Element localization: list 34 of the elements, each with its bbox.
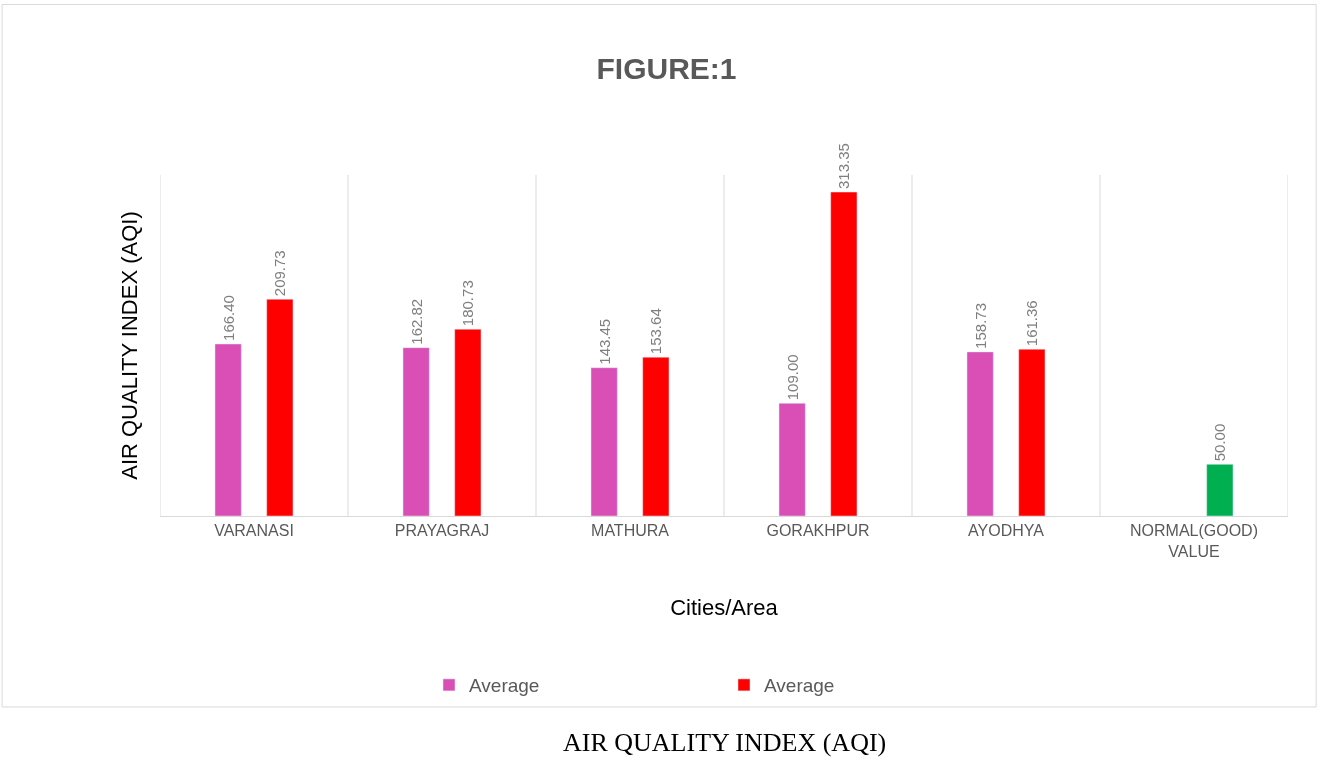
- bar: [454, 328, 482, 516]
- x-tick-label: PRAYAGRAJ: [394, 522, 490, 540]
- data-label: 143.45: [595, 318, 613, 365]
- data-label: 50.00: [1211, 423, 1229, 462]
- bar: [402, 347, 430, 516]
- y-axis-title: AIR QUALITY INDEX (AQI): [116, 211, 142, 480]
- bar: [1018, 348, 1046, 516]
- data-label: 162.82: [407, 298, 425, 345]
- x-tick-label: MATHURA: [591, 522, 670, 540]
- x-axis-title: Cities/Area: [670, 594, 779, 620]
- data-label: 161.36: [1023, 300, 1041, 347]
- bar: [642, 356, 670, 516]
- bar: [214, 343, 242, 516]
- bar: [966, 351, 994, 516]
- x-tick-label: GORAKHPUR: [766, 522, 870, 540]
- data-label: 153.64: [647, 308, 665, 355]
- data-label: 313.35: [835, 143, 853, 190]
- legend-label: Average: [764, 675, 835, 697]
- data-label: 209.73: [271, 250, 289, 297]
- bar: [590, 367, 618, 516]
- bar: [778, 403, 806, 516]
- data-label: 109.00: [783, 354, 801, 401]
- data-label: 180.73: [459, 280, 477, 327]
- data-label: 158.73: [971, 303, 989, 349]
- bar: [830, 191, 858, 516]
- legend-label: Average: [469, 675, 540, 697]
- x-tick-label: AYODHYA: [968, 522, 1045, 540]
- x-tick-label: NORMAL(GOOD) VALUE: [1130, 522, 1258, 560]
- text: AIR QUALITY INDEX (AQI): [563, 728, 887, 757]
- chart-title: FIGURE:1: [596, 51, 737, 85]
- bar: [1206, 464, 1234, 516]
- bar: [266, 298, 294, 516]
- x-tick-label: VARANASI: [214, 522, 294, 540]
- data-label: 166.40: [219, 295, 237, 341]
